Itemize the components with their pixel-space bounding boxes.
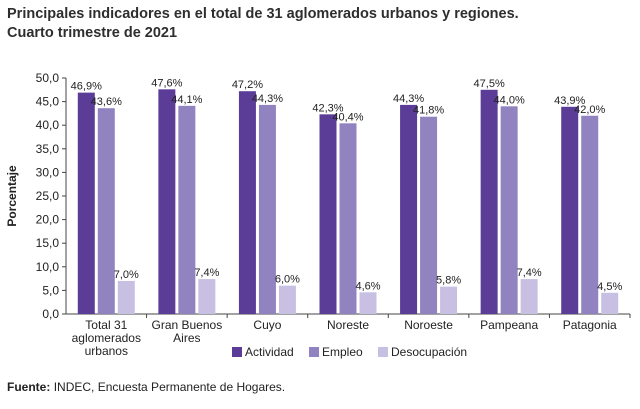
y-tick-label: 30,0 xyxy=(36,165,60,179)
category-label-line: Noreste xyxy=(327,318,369,332)
data-label: 7,4% xyxy=(194,267,219,279)
y-tick-label: 0,0 xyxy=(42,307,59,321)
chart-title-line1: Principales indicadores en el total de 3… xyxy=(7,6,519,22)
y-tick-label: 15,0 xyxy=(36,236,60,250)
bar-empleo xyxy=(420,116,438,314)
category-label-line: Noroeste xyxy=(404,318,453,332)
category-label-line: Total 31 xyxy=(85,318,127,332)
y-tick-label: 40,0 xyxy=(36,118,60,132)
legend-swatch-empleo xyxy=(309,347,319,357)
bar-desocupación xyxy=(520,279,538,314)
data-label: 47,6% xyxy=(151,77,182,89)
legend-label: Desocupación xyxy=(391,345,467,359)
y-tick-label: 45,0 xyxy=(36,95,60,109)
bar-empleo xyxy=(178,105,196,315)
legend-label: Empleo xyxy=(322,345,363,359)
legend-swatch-desocupación xyxy=(378,347,388,357)
bar-actividad xyxy=(319,114,337,315)
data-label: 6,0% xyxy=(275,274,300,286)
y-tick-label: 10,0 xyxy=(36,260,60,274)
bar-actividad xyxy=(77,92,95,314)
source-label: Fuente: xyxy=(7,380,51,394)
category-label-line: aglomerados xyxy=(72,331,141,345)
data-label: 7,0% xyxy=(114,269,139,281)
bar-desocupación xyxy=(440,286,458,314)
category-label: Noroeste xyxy=(404,318,453,332)
source-note: Fuente: INDEC, Encuesta Permanente de Ho… xyxy=(7,380,285,394)
data-label: 47,5% xyxy=(474,78,505,90)
bar-empleo xyxy=(500,106,518,314)
category-label: Cuyo xyxy=(253,318,281,332)
data-label: 7,4% xyxy=(517,267,542,279)
data-label: 47,2% xyxy=(232,79,263,91)
y-tick-label: 35,0 xyxy=(36,142,60,156)
data-label: 43,6% xyxy=(91,96,122,108)
legend-swatch-actividad xyxy=(232,347,242,357)
category-label-line: Aires xyxy=(173,331,200,345)
bar-desocupación xyxy=(278,285,296,314)
data-label: 5,8% xyxy=(436,275,461,287)
bar-desocupación xyxy=(601,292,619,314)
y-tick-label: 5,0 xyxy=(42,283,59,297)
y-tick-label: 25,0 xyxy=(36,189,60,203)
data-label: 42,3% xyxy=(312,102,343,114)
data-label: 43,9% xyxy=(554,95,585,107)
bar-actividad xyxy=(480,89,498,314)
category-label-line: Pampeana xyxy=(480,318,538,332)
y-tick-label: 20,0 xyxy=(36,213,60,227)
bar-desocupación xyxy=(117,280,135,314)
data-label: 44,1% xyxy=(171,94,202,106)
category-label: Gran Buenos Aires xyxy=(151,318,222,345)
category-label-line: Cuyo xyxy=(253,318,281,332)
category-label: Total 31 aglomerados urbanos xyxy=(72,318,141,358)
category-label-line: urbanos xyxy=(85,344,128,358)
legend-label: Actividad xyxy=(245,345,294,359)
data-label: 4,6% xyxy=(355,280,380,292)
data-label: 42,0% xyxy=(574,104,605,116)
category-label: Patagonia xyxy=(563,318,617,332)
bar-actividad xyxy=(158,89,176,314)
chart-title: Principales indicadores en el total de 3… xyxy=(7,5,519,43)
data-label: 46,9% xyxy=(71,81,102,93)
chart-title-line2: Cuarto trimestre de 2021 xyxy=(7,25,178,41)
bar-empleo xyxy=(339,123,357,314)
bar-desocupación xyxy=(359,292,377,314)
bar-empleo xyxy=(97,108,115,314)
bar-empleo xyxy=(258,104,276,315)
data-label: 40,4% xyxy=(332,111,363,123)
data-label: 44,0% xyxy=(494,94,525,106)
category-label: Pampeana xyxy=(480,318,538,332)
bar-actividad xyxy=(561,106,579,315)
bar-actividad xyxy=(238,91,256,314)
data-label: 44,3% xyxy=(252,93,283,105)
y-axis-label: Porcentaje xyxy=(5,165,19,227)
category-label-line: Patagonia xyxy=(563,318,617,332)
category-label: Noreste xyxy=(327,318,369,332)
bar-desocupación xyxy=(198,279,216,314)
y-tick-label: 50,0 xyxy=(36,71,60,85)
data-label: 44,3% xyxy=(393,93,424,105)
bar-empleo xyxy=(581,115,599,314)
data-label: 4,5% xyxy=(597,281,622,293)
source-text: INDEC, Encuesta Permanente de Hogares. xyxy=(53,380,286,394)
category-label-line: Gran Buenos xyxy=(151,318,222,332)
data-label: 41,8% xyxy=(413,105,444,117)
bar-actividad xyxy=(400,104,418,315)
